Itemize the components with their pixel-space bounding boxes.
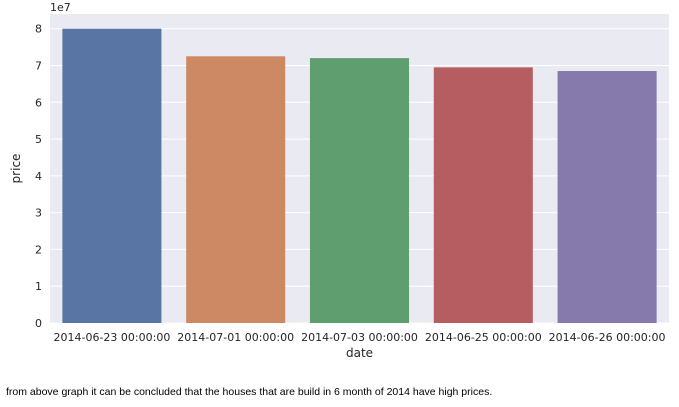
x-tick-label: 2014-06-26 00:00:00 bbox=[549, 331, 666, 344]
chart-figure: 0 1 2 3 4 5 6 7 8 2014-06-23 00:00:00 2014-07-01 … bbox=[9, 1, 669, 360]
bar-4 bbox=[433, 67, 533, 323]
y-tick-label: 2 bbox=[35, 243, 42, 256]
bars bbox=[62, 28, 657, 324]
x-axis-label: date bbox=[346, 346, 373, 360]
y-tick-label: 6 bbox=[35, 96, 42, 109]
x-tick-label: 2014-07-01 00:00:00 bbox=[177, 331, 294, 344]
y-tick-label: 5 bbox=[35, 133, 42, 146]
bar-3 bbox=[309, 58, 410, 324]
y-offset-text: 1e7 bbox=[50, 1, 71, 14]
y-axis-label: price bbox=[9, 154, 23, 184]
y-tick-label: 8 bbox=[35, 23, 42, 36]
x-tick-label: 2014-06-25 00:00:00 bbox=[425, 331, 542, 344]
y-tick-labels: 0 1 2 3 4 5 6 7 8 bbox=[35, 23, 42, 330]
bar-2 bbox=[186, 56, 286, 324]
y-tick-label: 0 bbox=[35, 317, 42, 330]
x-tick-labels: 2014-06-23 00:00:00 2014-07-01 00:00:00 20… bbox=[53, 331, 665, 344]
bar-1 bbox=[62, 28, 162, 323]
y-tick-label: 3 bbox=[35, 207, 42, 220]
y-tick-label: 4 bbox=[35, 170, 42, 183]
y-tick-label: 7 bbox=[35, 60, 42, 73]
bar-5 bbox=[557, 71, 657, 324]
x-tick-label: 2014-06-23 00:00:00 bbox=[53, 331, 170, 344]
y-tick-label: 1 bbox=[35, 280, 42, 293]
x-tick-label: 2014-07-03 00:00:00 bbox=[301, 331, 418, 344]
conclusion-text: from above graph it can be concluded tha… bbox=[6, 386, 493, 398]
bar-chart: 0 1 2 3 4 5 6 7 8 2014-06-23 00:00:00 2014-07-01 … bbox=[9, 1, 669, 360]
